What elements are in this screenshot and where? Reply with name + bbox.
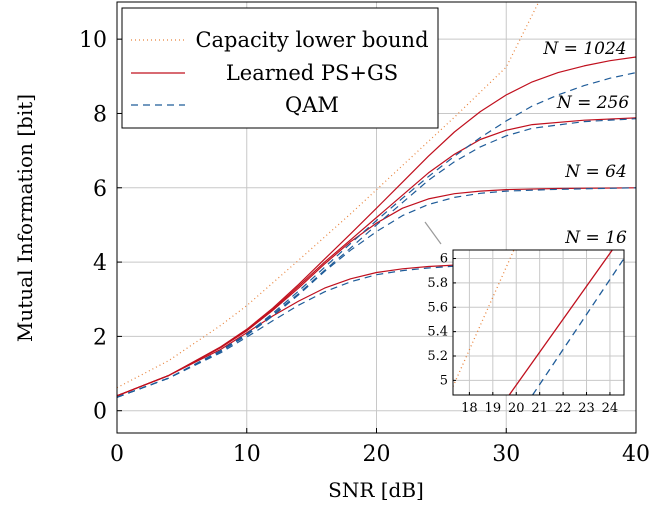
series-line-qam-n-64 xyxy=(117,187,636,398)
inset-x-tick-label: 22 xyxy=(555,401,572,416)
inset-x-tick-label: 19 xyxy=(485,401,502,416)
x-tick-label: 30 xyxy=(492,442,520,467)
inset-y-tick-label: 5 xyxy=(440,373,448,388)
annotation-n256: N = 256 xyxy=(556,93,630,113)
inset-series-line-capacity-lower-bound xyxy=(453,250,515,387)
x-tick-label: 10 xyxy=(233,442,261,467)
series-line-learned-ps-gs-n-256 xyxy=(117,117,636,397)
series-line-learned-ps-gs-n-1024 xyxy=(117,56,636,397)
zoom-inset: 18 19 20 21 22 23 24 5 5.2 5.4 5.6 5.8 6 xyxy=(427,249,625,416)
series-line-qam-n-16 xyxy=(117,262,507,398)
y-tick-label: 6 xyxy=(93,177,107,202)
inset-y-tick-label: 5.2 xyxy=(427,349,448,364)
inset-y-tick-label: 5.6 xyxy=(427,300,448,315)
inset-series-line-learned-ps-gs xyxy=(508,250,613,395)
inset-y-tick-label: 6 xyxy=(440,252,448,267)
inset-frame xyxy=(452,249,625,396)
inset-ticks: 18 19 20 21 22 23 24 5 5.2 5.4 5.6 5.8 6 xyxy=(427,252,618,416)
x-tick-label: 0 xyxy=(110,442,124,467)
annotation-n64: N = 64 xyxy=(564,162,627,182)
inset-x-tick-label: 23 xyxy=(578,401,595,416)
y-tick-label: 8 xyxy=(93,102,107,127)
y-tick-label: 4 xyxy=(93,251,107,276)
legend: Capacity lower bound Learned PS+GS QAM xyxy=(121,7,439,129)
zoom-connector-line xyxy=(424,221,442,245)
series-line-learned-ps-gs-n-16 xyxy=(117,261,507,397)
inset-x-tick-label: 20 xyxy=(508,401,525,416)
series-line-qam-n-256 xyxy=(117,118,636,398)
inset-background xyxy=(453,250,624,395)
legend-label-qam: QAM xyxy=(285,93,339,117)
annotation-n1024: N = 1024 xyxy=(542,39,626,59)
inset-x-tick-label: 18 xyxy=(461,401,478,416)
inset-series-layer xyxy=(453,250,624,395)
y-tick-label: 0 xyxy=(93,400,107,425)
inset-x-tick-label: 24 xyxy=(602,401,619,416)
x-tick-label: 40 xyxy=(622,442,650,467)
inset-x-tick-label: 21 xyxy=(531,401,548,416)
legend-label-learned: Learned PS+GS xyxy=(226,61,398,85)
x-axis-ticks: 0 10 20 30 40 xyxy=(110,428,650,467)
inset-series-line-qam xyxy=(532,258,624,395)
x-axis-title: SNR [dB] xyxy=(328,478,424,502)
y-tick-label: 2 xyxy=(93,325,107,350)
y-axis-title: Mutual Information [bit] xyxy=(13,94,37,342)
inset-y-tick-label: 5.8 xyxy=(427,276,448,291)
annotation-n16: N = 16 xyxy=(564,228,627,248)
inset-y-tick-label: 5.4 xyxy=(427,325,448,340)
y-axis-ticks: 0 2 4 6 8 10 xyxy=(79,28,122,425)
x-tick-label: 20 xyxy=(363,442,391,467)
y-tick-label: 10 xyxy=(79,28,107,53)
series-layer xyxy=(117,2,636,398)
inset-grid-lines xyxy=(453,250,624,395)
legend-box xyxy=(121,7,439,129)
legend-label-capacity: Capacity lower bound xyxy=(195,28,428,52)
series-line-qam-n-1024 xyxy=(117,72,636,398)
